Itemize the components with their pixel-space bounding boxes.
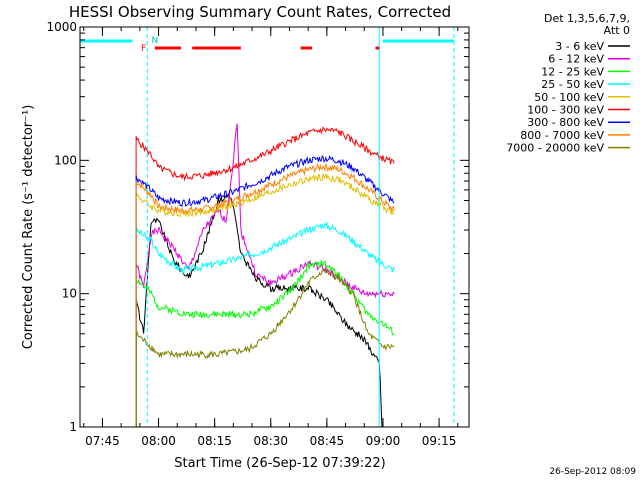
series-line-3 bbox=[135, 221, 395, 427]
legend-label-2: 12 - 25 keV bbox=[541, 65, 604, 78]
y-axis-label: Corrected Count Rate (s⁻¹ detector⁻¹) bbox=[21, 105, 36, 350]
axes-layer: 1 10 100 1000 07:45 08:00 08:15 08:30 08:45 09:00… bbox=[46, 20, 469, 448]
footer-date: 26-Sep-2012 08:09 bbox=[549, 467, 636, 477]
y-tick-label-0: 1 bbox=[69, 420, 77, 434]
series-layer bbox=[135, 123, 395, 428]
series-line-2 bbox=[135, 259, 395, 427]
detectors-label: Det 1,3,5,6,7,9, bbox=[544, 12, 630, 25]
x-tick-label-2: 08:15 bbox=[197, 434, 232, 448]
x-tick-label-4: 08:45 bbox=[310, 434, 345, 448]
series-line-5 bbox=[135, 126, 395, 427]
flags-layer: FN bbox=[79, 27, 455, 427]
x-tick-label-1: 08:00 bbox=[141, 434, 176, 448]
x-tick-label-5: 09:00 bbox=[366, 434, 401, 448]
series-line-0 bbox=[135, 194, 383, 428]
series-line-1 bbox=[135, 123, 395, 427]
chart-title: HESSI Observing Summary Count Rates, Cor… bbox=[69, 3, 451, 21]
x-axis-label: Start Time (26-Sep-12 07:39:22) bbox=[174, 456, 385, 471]
x-tick-label-6: 09:15 bbox=[422, 434, 457, 448]
x-tick-label-3: 08:30 bbox=[253, 434, 288, 448]
y-tick-label-1: 10 bbox=[62, 287, 77, 301]
y-tick-label-2: 100 bbox=[54, 153, 77, 167]
series-line-8 bbox=[135, 267, 395, 427]
plot-frame bbox=[79, 26, 470, 428]
legend-label-1: 6 - 12 keV bbox=[548, 53, 604, 66]
series-line-4 bbox=[135, 172, 395, 427]
legend-label-0: 3 - 6 keV bbox=[555, 40, 604, 53]
series-line-6 bbox=[135, 154, 395, 427]
legend-label-5: 100 - 300 keV bbox=[527, 104, 604, 117]
legend-label-3: 25 - 50 keV bbox=[541, 78, 604, 91]
legend-label-7: 800 - 7000 keV bbox=[520, 129, 604, 142]
series-line-7 bbox=[135, 162, 395, 427]
attenuator-label: Att 0 bbox=[604, 24, 630, 37]
flag-f-label: F bbox=[141, 44, 146, 54]
x-tick-label-0: 07:45 bbox=[85, 434, 120, 448]
legend-label-8: 7000 - 20000 keV bbox=[506, 142, 604, 155]
legend-label-6: 300 - 800 keV bbox=[527, 116, 604, 129]
legend-label-4: 50 - 100 keV bbox=[534, 91, 604, 104]
flag-n-label: N bbox=[151, 36, 158, 46]
y-tick-label-3: 1000 bbox=[46, 20, 77, 34]
